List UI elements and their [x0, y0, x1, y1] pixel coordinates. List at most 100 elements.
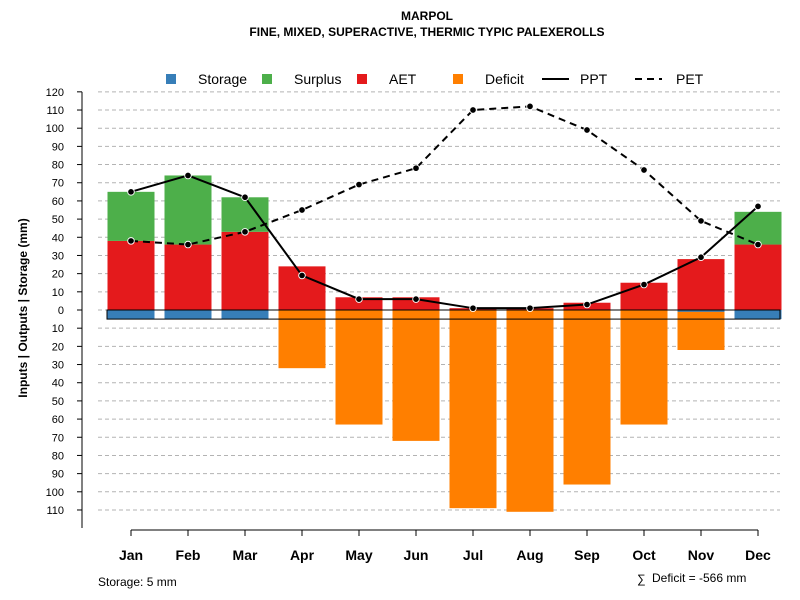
chart-title: MARPOL	[401, 9, 453, 23]
legend-label-surplus: Surplus	[294, 71, 341, 87]
x-tick-label-nov: Nov	[688, 547, 715, 563]
ppt-point-jan	[127, 188, 135, 196]
y-tick-label: 90	[52, 469, 64, 481]
deficit-bar-nov	[677, 310, 725, 350]
legend-key-storage	[166, 74, 176, 84]
x-tick-label-may: May	[345, 547, 372, 563]
y-tick-label: 80	[52, 160, 64, 172]
aet-bar-may	[335, 297, 383, 310]
bars	[106, 175, 782, 512]
aet-bar-nov	[677, 259, 725, 310]
surplus-bar-jan	[107, 191, 155, 241]
series-lines	[127, 102, 762, 312]
storage-bar-jan	[107, 310, 155, 320]
legend: Storage Surplus AET Deficit PPT PET	[166, 71, 704, 87]
sum-symbol: ∑	[637, 572, 646, 586]
x-tick-label-aug: Aug	[516, 547, 543, 563]
ppt-point-may	[355, 295, 363, 303]
y-tick-label: 100	[46, 123, 64, 135]
x-tick-label-jul: Jul	[463, 547, 483, 563]
ppt-point-dec	[754, 202, 762, 211]
storage-bar-feb	[164, 310, 212, 320]
y-tick-label: 20	[52, 269, 64, 281]
y-tick-label: 120	[46, 87, 64, 99]
deficit-bar-jun	[392, 310, 440, 441]
x-tick-label-jun: Jun	[404, 547, 429, 563]
legend-key-surplus	[262, 74, 272, 84]
ppt-point-sep	[583, 300, 591, 309]
legend-label-ppt: PPT	[580, 71, 608, 87]
y-tick-label: 110	[46, 505, 64, 517]
pet-point-dec	[754, 240, 762, 249]
storage-bar-dec	[734, 310, 782, 320]
pet-point-nov	[697, 217, 705, 225]
x-tick-label-oct: Oct	[632, 547, 656, 563]
y-tick-label: 60	[52, 414, 64, 426]
x-tick-label-dec: Dec	[745, 547, 771, 563]
pet-point-may	[355, 180, 363, 189]
legend-label-aet: AET	[389, 71, 417, 87]
y-tick-label: 20	[52, 341, 64, 353]
ppt-point-jul	[469, 304, 477, 312]
ppt-point-oct	[640, 280, 648, 289]
ppt-line	[130, 174, 759, 310]
legend-label-deficit: Deficit	[485, 71, 524, 87]
surplus-bar-dec	[734, 211, 782, 245]
pet-point-aug	[526, 102, 534, 111]
deficit-bar-sep	[563, 310, 611, 485]
surplus-bar-mar	[221, 197, 269, 232]
x-tick-label-mar: Mar	[233, 547, 258, 563]
pet-point-jan	[127, 237, 135, 245]
y-tick-label: 40	[52, 232, 64, 244]
y-tick-label: 70	[52, 432, 64, 444]
pet-line	[130, 105, 759, 246]
y-axis-label: Inputs | Outputs | Storage (mm)	[16, 218, 30, 397]
y-tick-label: 10	[52, 287, 64, 299]
y-tick-label: 30	[52, 250, 64, 262]
y-tick-label: 100	[46, 487, 64, 499]
deficit-bar-may	[335, 310, 383, 425]
x-tick-label-sep: Sep	[574, 547, 600, 563]
y-tick-label: 50	[52, 214, 64, 226]
pet-point-feb	[184, 240, 192, 249]
pet-point-mar	[241, 228, 249, 236]
deficit-bar-oct	[620, 310, 668, 425]
legend-label-storage: Storage	[198, 71, 247, 87]
aet-bar-dec	[734, 244, 782, 310]
y-tick-label: 90	[52, 141, 64, 153]
y-tick-label: 60	[52, 196, 64, 208]
legend-key-deficit	[453, 74, 463, 84]
y-tick-label: 110	[46, 105, 64, 117]
ppt-point-aug	[526, 304, 534, 312]
surplus-bar-feb	[164, 175, 212, 245]
deficit-bar-aug	[506, 310, 554, 512]
pet-point-oct	[640, 166, 648, 174]
deficit-bar-jul	[449, 310, 497, 509]
y-tick-label: 30	[52, 360, 64, 372]
ppt-point-nov	[697, 253, 705, 262]
y-tick-label: 0	[58, 305, 64, 317]
deficit-bar-apr	[278, 310, 326, 369]
ppt-point-mar	[241, 193, 249, 202]
x-tick-label-feb: Feb	[176, 547, 201, 563]
y-tick-label: 80	[52, 450, 64, 462]
y-tick-label: 10	[52, 323, 64, 335]
legend-key-aet	[357, 74, 367, 84]
ppt-point-feb	[184, 171, 192, 180]
chart-subtitle: FINE, MIXED, SUPERACTIVE, THERMIC TYPIC …	[249, 25, 604, 39]
x-tick-label-apr: Apr	[290, 547, 315, 563]
x-tick-label-jan: Jan	[119, 547, 143, 563]
ppt-point-apr	[298, 271, 306, 280]
y-tick-label: 40	[52, 378, 64, 390]
storage-bar-nov	[677, 310, 725, 312]
pet-point-sep	[583, 126, 591, 134]
aet-bar-mar	[221, 231, 269, 310]
axes: 1201101009080706050403020100102030405060…	[46, 87, 771, 563]
legend-label-pet: PET	[676, 71, 704, 87]
ppt-point-jun	[412, 295, 420, 303]
storage-note: Storage: 5 mm	[98, 575, 177, 589]
deficit-note: Deficit = -566 mm	[652, 571, 746, 585]
storage-outline	[106, 309, 781, 320]
pet-point-jul	[469, 106, 477, 114]
